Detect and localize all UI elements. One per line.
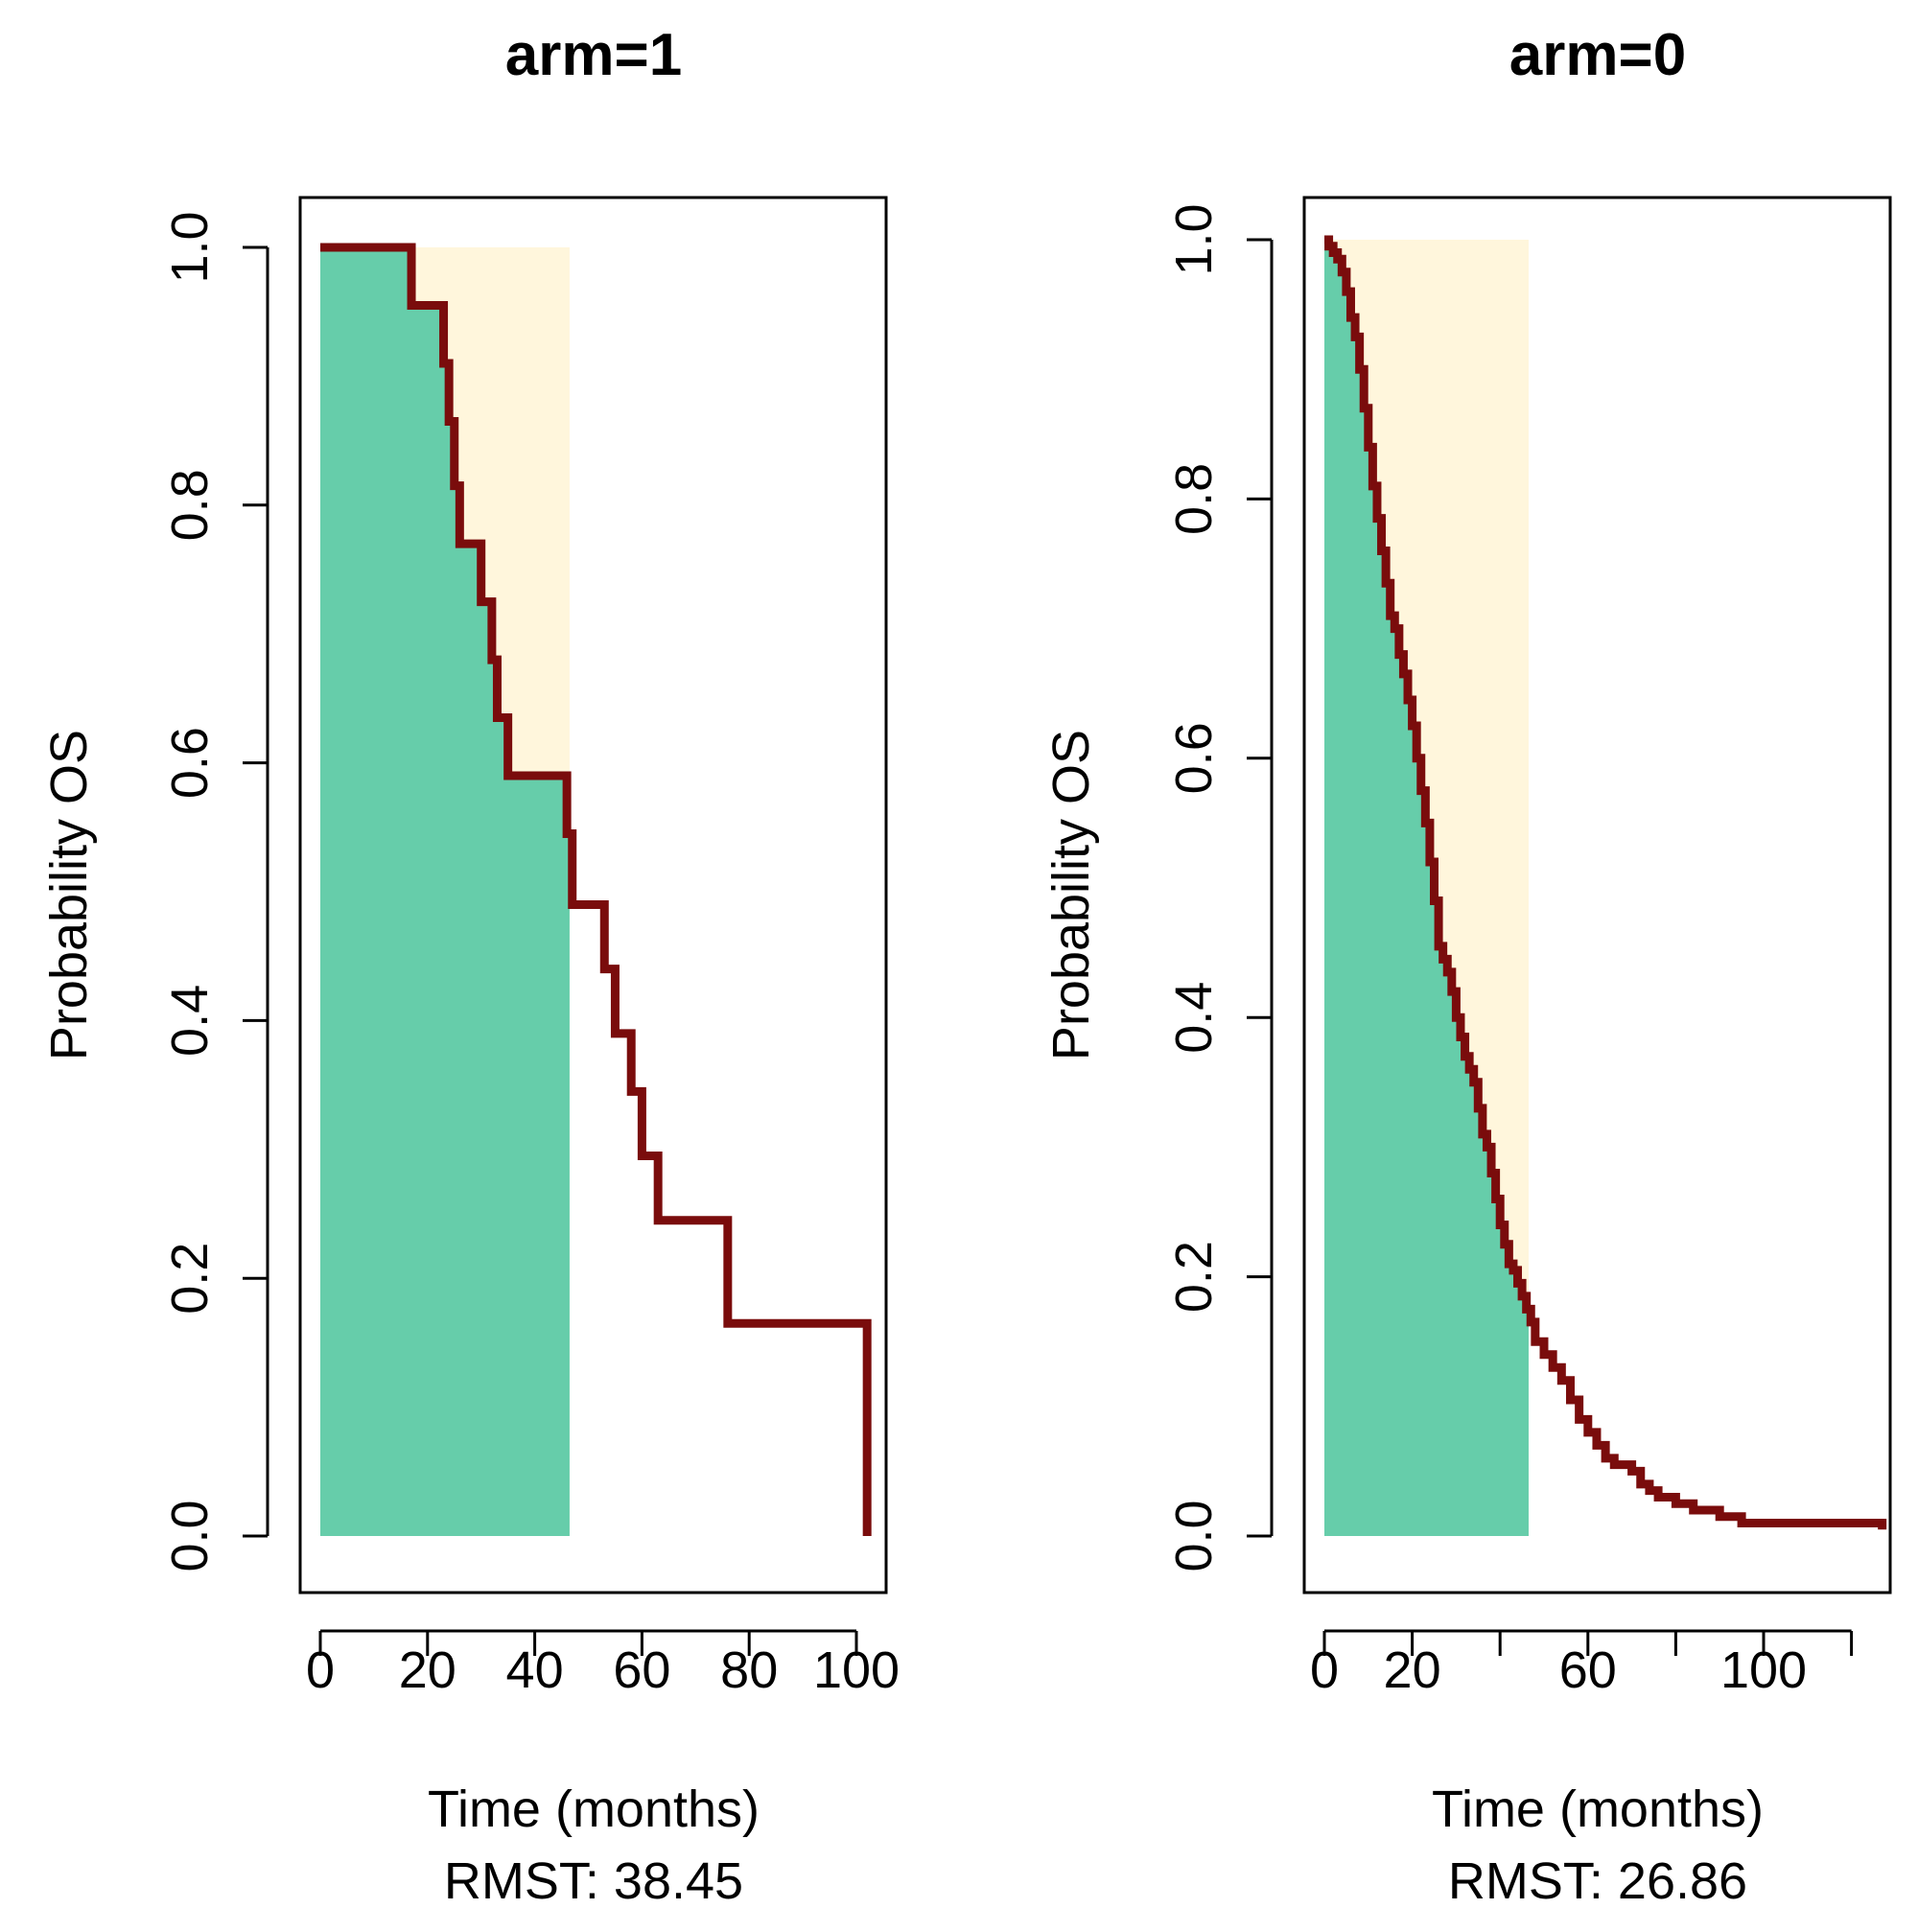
panel-arm-0: 0 20 60 100 0.0 0.2 0.4 0.6 0.8 1.0 arm=0 Time (mon… <box>1042 22 1892 1910</box>
y-tick-label: 0.6 <box>161 727 219 799</box>
rmst-area <box>1324 240 1529 1536</box>
x-tick-label: 60 <box>613 1641 670 1699</box>
x-tick-label: 100 <box>813 1641 900 1699</box>
plot-frame <box>298 196 888 1594</box>
x-tick-label: 20 <box>399 1641 456 1699</box>
y-axis-label: Probability OS <box>40 730 98 1060</box>
x-tick-label: 100 <box>1720 1641 1807 1699</box>
y-axis-label: Probability OS <box>1042 730 1100 1060</box>
rmst-label: RMST: 26.86 <box>1448 1852 1747 1910</box>
panel-arm-1: 0 20 40 60 80 100 0.0 0.2 0.4 0.6 0.8 1.0 arm=1 Time … <box>40 22 900 1910</box>
y-tick-label: 0.2 <box>1165 1241 1223 1313</box>
x-tick-label: 0 <box>306 1641 335 1699</box>
x-tick-label: 40 <box>506 1641 564 1699</box>
survival-curve <box>1324 235 1887 1530</box>
x-tick-label: 60 <box>1559 1641 1617 1699</box>
plot-frame <box>1302 196 1892 1594</box>
x-tick-label: 80 <box>720 1641 778 1699</box>
y-tick-label: 1.0 <box>161 211 219 283</box>
y-tick-label: 0.2 <box>161 1243 219 1315</box>
survival-curve <box>320 243 872 1536</box>
rmst-area <box>320 247 570 1536</box>
x-tick-label: 0 <box>1310 1641 1339 1699</box>
y-tick-label: 0.4 <box>1165 982 1223 1054</box>
y-tick-label: 0.0 <box>1165 1500 1223 1571</box>
rmst-label: RMST: 38.45 <box>444 1852 743 1910</box>
y-tick-label: 1.0 <box>1165 203 1223 275</box>
chart-title: arm=0 <box>1509 22 1686 88</box>
y-tick-label: 0.0 <box>161 1500 219 1571</box>
x-axis-label: Time (months) <box>428 1781 760 1838</box>
x-tick-label: 20 <box>1384 1641 1441 1699</box>
y-tick-label: 0.4 <box>161 985 219 1057</box>
x-axis-label: Time (months) <box>1432 1781 1764 1838</box>
y-tick-label: 0.8 <box>161 469 219 541</box>
chart-title: arm=1 <box>505 22 682 88</box>
y-tick-label: 0.6 <box>1165 722 1223 794</box>
y-tick-label: 0.8 <box>1165 463 1223 535</box>
